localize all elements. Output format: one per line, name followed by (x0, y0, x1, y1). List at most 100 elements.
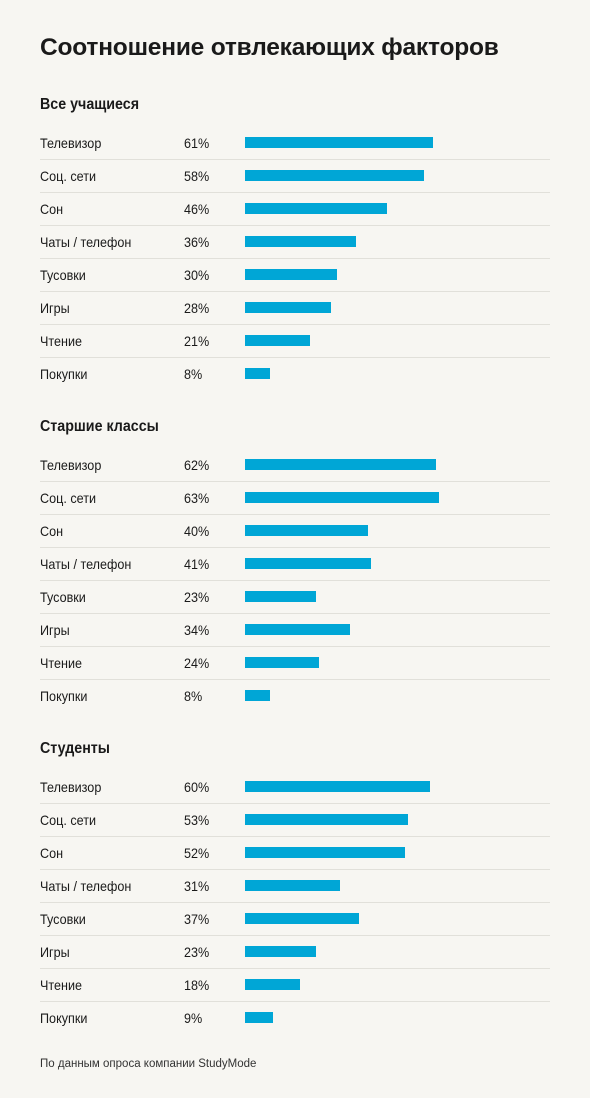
value-label: 34% (184, 622, 210, 638)
category-label: Игры (40, 622, 70, 638)
value-label: 31% (184, 878, 210, 894)
series-title: Все учащиеся (40, 96, 140, 113)
bar-row: Соц. сети 63% (40, 482, 550, 515)
value-label: 52% (184, 845, 210, 861)
category-label: Чаты / телефон (40, 556, 132, 572)
bar (245, 525, 368, 536)
value-label: 23% (184, 944, 210, 960)
value-label: 40% (184, 523, 210, 539)
bar-track (245, 335, 550, 346)
bar-track (245, 847, 550, 858)
bar-row: Игры 23% (40, 936, 550, 969)
bar-row: Тусовки 37% (40, 903, 550, 936)
bar-track (245, 814, 550, 825)
bar (245, 203, 387, 214)
bar (245, 302, 331, 313)
bar-track (245, 302, 550, 313)
bar-row: Тусовки 30% (40, 259, 550, 292)
value-label: 9% (184, 1010, 203, 1026)
bar (245, 335, 310, 346)
value-label: 37% (184, 911, 210, 927)
value-label: 46% (184, 201, 210, 217)
category-label: Тусовки (40, 911, 86, 927)
bar (245, 368, 270, 379)
value-label: 8% (184, 366, 203, 382)
bar-row: Чаты / телефон 36% (40, 226, 550, 259)
value-label: 23% (184, 589, 210, 605)
series-title: Студенты (40, 740, 110, 757)
bar-track (245, 492, 550, 503)
category-label: Чтение (40, 655, 83, 671)
source-footnote: По данным опроса компании StudyMode (40, 1058, 257, 1070)
bar-track (245, 459, 550, 470)
category-label: Соц. сети (40, 490, 97, 506)
bar-row: Чтение 24% (40, 647, 550, 680)
value-label: 24% (184, 655, 210, 671)
bar (245, 814, 408, 825)
bar-track (245, 525, 550, 536)
bar (245, 591, 316, 602)
bar-row: Покупки 9% (40, 1002, 550, 1035)
series-group: Все учащиеся Телевизор 61% Соц. сети 58% Сон 4… (40, 94, 550, 391)
category-label: Чтение (40, 333, 83, 349)
bar-track (245, 1012, 550, 1023)
category-label: Игры (40, 944, 70, 960)
category-label: Телевизор (40, 135, 102, 151)
value-label: 41% (184, 556, 210, 572)
value-label: 21% (184, 333, 210, 349)
bar-track (245, 781, 550, 792)
category-label: Игры (40, 300, 70, 316)
bar-row: Телевизор 61% (40, 127, 550, 160)
bar (245, 880, 340, 891)
bar-row: Чаты / телефон 31% (40, 870, 550, 903)
bar-row: Соц. сети 53% (40, 804, 550, 837)
bar-row: Сон 46% (40, 193, 550, 226)
bar-track (245, 269, 550, 280)
bar (245, 170, 424, 181)
bar (245, 781, 430, 792)
bar-track (245, 236, 550, 247)
bar (245, 847, 405, 858)
category-label: Телевизор (40, 457, 102, 473)
bar-track (245, 203, 550, 214)
category-label: Соц. сети (40, 812, 97, 828)
category-label: Соц. сети (40, 168, 97, 184)
bar (245, 624, 350, 635)
category-label: Покупки (40, 366, 88, 382)
series-group: Старшие классы Телевизор 62% Соц. сети 63% Со… (40, 416, 550, 713)
bar-row: Сон 40% (40, 515, 550, 548)
value-label: 18% (184, 977, 210, 993)
series-group: Студенты Телевизор 60% Соц. сети 53% Сон 52% Ча… (40, 738, 550, 1035)
bar (245, 946, 316, 957)
series-rows: Телевизор 61% Соц. сети 58% Сон 46% Чаты / тел… (40, 127, 550, 391)
value-label: 28% (184, 300, 210, 316)
bar-track (245, 979, 550, 990)
bar-row: Телевизор 62% (40, 449, 550, 482)
value-label: 58% (184, 168, 210, 184)
category-label: Тусовки (40, 267, 86, 283)
bar-row: Игры 34% (40, 614, 550, 647)
bar (245, 492, 439, 503)
bar-track (245, 624, 550, 635)
bar-row: Покупки 8% (40, 680, 550, 713)
value-label: 63% (184, 490, 210, 506)
bar-row: Покупки 8% (40, 358, 550, 391)
bar-track (245, 690, 550, 701)
value-label: 8% (184, 688, 203, 704)
series-title: Старшие классы (40, 418, 159, 435)
category-label: Чаты / телефон (40, 234, 132, 250)
category-label: Сон (40, 523, 64, 539)
bar (245, 913, 359, 924)
bar-row: Чаты / телефон 41% (40, 548, 550, 581)
series-rows: Телевизор 62% Соц. сети 63% Сон 40% Чаты / тел… (40, 449, 550, 713)
bar-row: Тусовки 23% (40, 581, 550, 614)
bar-row: Чтение 18% (40, 969, 550, 1002)
bar-track (245, 170, 550, 181)
category-label: Покупки (40, 688, 88, 704)
value-label: 61% (184, 135, 210, 151)
value-label: 62% (184, 457, 210, 473)
bar (245, 979, 300, 990)
bar-track (245, 913, 550, 924)
bar-track (245, 591, 550, 602)
value-label: 53% (184, 812, 210, 828)
